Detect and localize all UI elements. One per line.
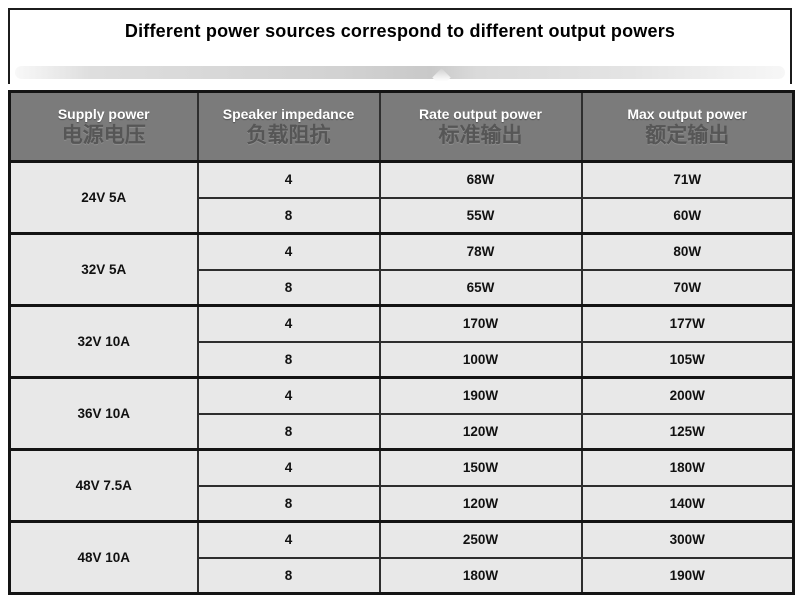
impedance-cell: 4 [196, 376, 381, 415]
table-row: 48V 7.5A 4 150W 180W [8, 448, 795, 523]
table-row: 8 55W 60W [10, 196, 795, 235]
header-rate-output-power: Rate output power 标准输出 [378, 90, 583, 163]
header-speaker-impedance-zh: 负载阻抗 [246, 123, 331, 147]
rate-power-cell: 78W [378, 232, 583, 271]
max-power-cell: 105W [580, 340, 795, 379]
table-row: 8 120W 140W [10, 484, 795, 523]
rate-power-cell: 65W [378, 268, 583, 307]
max-power-cell: 200W [580, 376, 795, 415]
header-supply-power: Supply power 电源电压 [8, 90, 199, 163]
max-power-cell: 300W [580, 520, 795, 559]
header-rate-output-power-en: Rate output power [419, 105, 542, 122]
table-row: 24V 5A 4 68W 71W [8, 160, 795, 235]
title-box: Different power sources correspond to di… [8, 8, 792, 87]
supply-cell: 48V 10A [8, 520, 199, 595]
max-power-cell: 140W [580, 484, 795, 523]
max-power-cell: 70W [580, 268, 795, 307]
header-supply-power-zh: 电源电压 [61, 123, 146, 147]
supply-cell: 24V 5A [8, 160, 199, 235]
max-power-cell: 177W [580, 304, 795, 343]
supply-cell: 32V 10A [8, 304, 199, 379]
supply-cell: 48V 7.5A [8, 448, 199, 523]
header-speaker-impedance: Speaker impedance 负载阻抗 [196, 90, 381, 163]
max-power-cell: 180W [580, 448, 795, 487]
header-max-output-power: Max output power 额定输出 [580, 90, 795, 163]
header-supply-power-en: Supply power [57, 105, 150, 122]
rate-power-cell: 55W [378, 196, 583, 235]
rate-power-cell: 150W [378, 448, 583, 487]
rate-power-cell: 120W [378, 484, 583, 523]
max-power-cell: 190W [580, 556, 795, 595]
rate-power-cell: 120W [378, 412, 583, 451]
header-speaker-impedance-en: Speaker impedance [222, 105, 355, 122]
table-row: 48V 10A 4 250W 300W [8, 520, 795, 595]
rate-power-cell: 100W [378, 340, 583, 379]
ribbon-notch [431, 68, 451, 87]
max-power-cell: 80W [580, 232, 795, 271]
max-power-cell: 71W [580, 160, 795, 199]
table-row: 8 120W 125W [10, 412, 795, 451]
impedance-cell: 8 [196, 340, 381, 379]
impedance-cell: 8 [196, 268, 381, 307]
impedance-cell: 4 [196, 448, 381, 487]
supply-cell: 36V 10A [8, 376, 199, 451]
table-row: 8 180W 190W [10, 556, 795, 595]
rate-power-cell: 250W [378, 520, 583, 559]
impedance-cell: 8 [196, 556, 381, 595]
rate-power-cell: 170W [378, 304, 583, 343]
table-row: 32V 10A 4 170W 177W [8, 304, 795, 379]
impedance-cell: 8 [196, 196, 381, 235]
impedance-cell: 4 [196, 304, 381, 343]
ribbon-divider [15, 66, 785, 87]
supply-cell: 32V 5A [8, 232, 199, 307]
page-title: Different power sources correspond to di… [124, 21, 676, 41]
impedance-cell: 8 [196, 484, 381, 523]
impedance-cell: 4 [196, 160, 381, 199]
table-row: 8 65W 70W [10, 268, 795, 307]
rate-power-cell: 68W [378, 160, 583, 199]
header-rate-output-power-zh: 标准输出 [438, 123, 523, 147]
table-row: 32V 5A 4 78W 80W [8, 232, 795, 307]
impedance-cell: 4 [196, 520, 381, 559]
table-row: 8 100W 105W [10, 340, 795, 379]
rate-power-cell: 190W [378, 376, 583, 415]
header-max-output-power-en: Max output power [627, 105, 748, 122]
impedance-cell: 8 [196, 412, 381, 451]
header-max-output-power-zh: 额定输出 [645, 123, 730, 147]
max-power-cell: 60W [580, 196, 795, 235]
max-power-cell: 125W [580, 412, 795, 451]
impedance-cell: 4 [196, 232, 381, 271]
table-row: 36V 10A 4 190W 200W [8, 376, 795, 451]
rate-power-cell: 180W [378, 556, 583, 595]
power-table: Supply power 电源电压 Speaker impedance 负载阻抗… [8, 90, 795, 595]
table-header-row: Supply power 电源电压 Speaker impedance 负载阻抗… [8, 90, 795, 163]
